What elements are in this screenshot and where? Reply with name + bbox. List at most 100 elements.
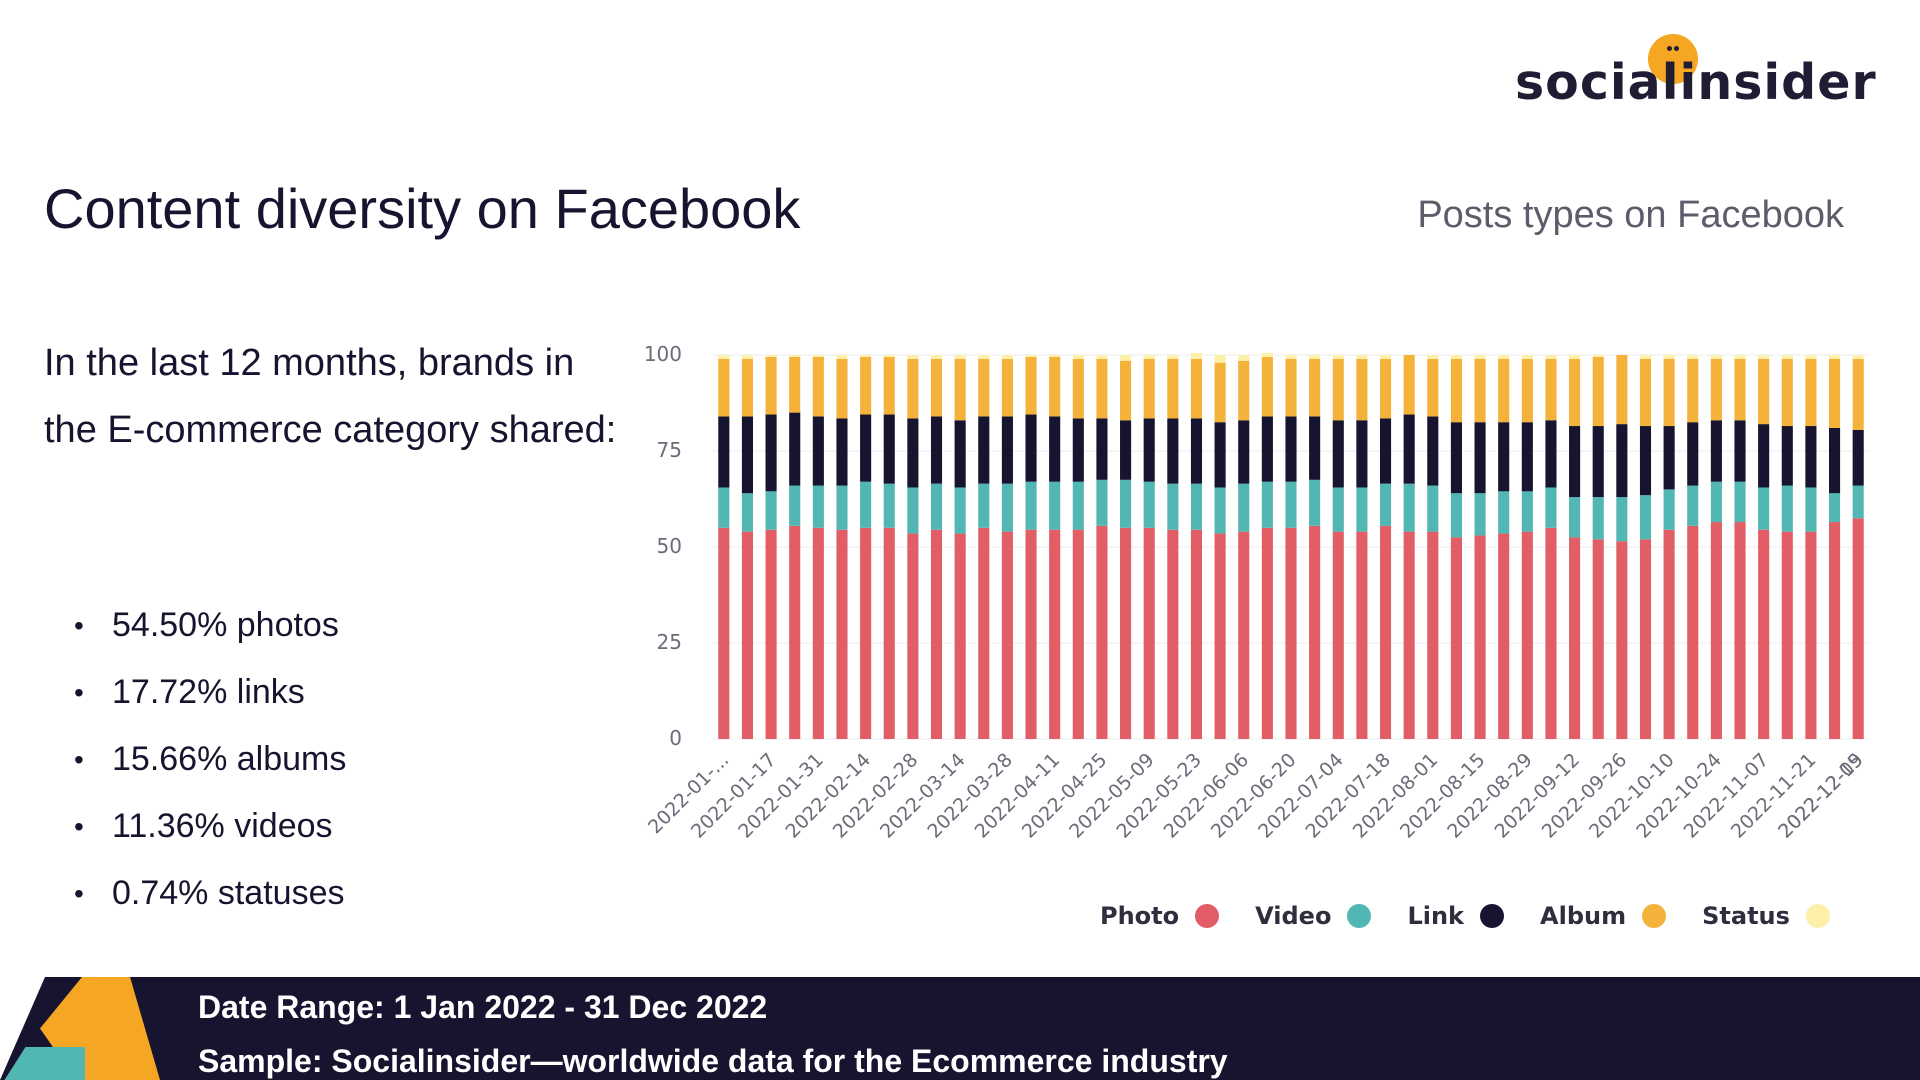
bar-photo — [1001, 531, 1013, 739]
bar-status — [1639, 355, 1652, 359]
bar-link — [1545, 420, 1557, 488]
bar-link — [1663, 426, 1675, 490]
bar-link — [1710, 420, 1722, 482]
bar-photo — [1143, 527, 1155, 739]
bar-status — [1379, 355, 1392, 359]
date-range-text: Date Range: 1 Jan 2022 - 31 Dec 2022 — [198, 989, 768, 1025]
bar-video — [789, 485, 801, 526]
bar-album — [1332, 358, 1344, 421]
socialinsider-logo: socialinsider — [1515, 34, 1876, 120]
bar-link — [930, 416, 943, 484]
bar-link — [1403, 414, 1415, 484]
bar-video — [1403, 483, 1415, 532]
legend-item-video: Video — [1255, 902, 1372, 930]
bar-album — [765, 356, 777, 415]
bar-status — [1710, 355, 1722, 359]
bar-photo — [1710, 522, 1722, 739]
bar-link — [1190, 418, 1203, 484]
bar-video — [1120, 479, 1132, 528]
bar-album — [741, 358, 754, 417]
bar-link — [836, 418, 848, 486]
bar-album — [836, 358, 848, 419]
bar-photo — [1072, 529, 1084, 739]
bar-link — [1639, 426, 1652, 496]
bar-link — [1379, 418, 1392, 484]
bar-status — [954, 355, 966, 359]
bar-link — [1214, 422, 1226, 488]
bar-photo — [1852, 518, 1864, 739]
bar-status — [860, 355, 872, 357]
chart-legend: Photo Video Link Album Status — [1100, 896, 1866, 936]
bar-album — [1474, 358, 1486, 423]
bar-video — [1096, 479, 1108, 526]
bar-link — [741, 416, 754, 494]
bar-album — [1096, 358, 1108, 419]
legend-dot-link-icon — [1480, 904, 1505, 928]
bar-video — [741, 493, 754, 532]
bar-link — [1356, 420, 1368, 488]
bar-video — [1309, 479, 1321, 526]
bar-album — [1025, 356, 1037, 415]
legend-item-status: Status — [1702, 902, 1830, 930]
footer-decoration-teal — [0, 1047, 85, 1080]
summary-list: 54.50% photos 17.72% links 15.66% albums… — [74, 592, 346, 927]
bar-video — [1852, 485, 1864, 519]
legend-label-video: Video — [1255, 902, 1332, 930]
legend-dot-video-icon — [1347, 904, 1372, 928]
bar-photo — [1781, 531, 1793, 739]
bar-album — [1427, 358, 1439, 417]
bar-album — [1663, 358, 1675, 427]
bar-video — [1805, 487, 1817, 532]
bar-video — [1569, 497, 1581, 538]
bar-status — [978, 355, 990, 359]
bar-photo — [1332, 531, 1344, 739]
legend-label-album: Album — [1540, 902, 1627, 930]
summary-intro: In the last 12 months, brands in the E-c… — [44, 342, 617, 451]
bar-album — [1167, 358, 1179, 419]
bar-link — [1261, 416, 1273, 482]
bar-photo — [1120, 527, 1132, 739]
bar-video — [1498, 491, 1510, 534]
bar-status — [1072, 355, 1084, 359]
bar-status — [1049, 355, 1061, 357]
bar-status — [836, 355, 848, 359]
legend-item-album: Album — [1540, 902, 1667, 930]
bar-link — [1049, 416, 1061, 482]
bar-status — [1734, 355, 1746, 359]
bar-status — [1828, 355, 1841, 359]
bar-status — [1521, 355, 1533, 359]
logo-text: socialinsider — [1515, 54, 1877, 111]
bar-video — [1332, 487, 1344, 532]
bar-status — [1143, 355, 1155, 359]
bar-link — [1828, 427, 1841, 494]
bar-album — [1592, 356, 1604, 427]
bar-photo — [789, 525, 801, 739]
bar-album — [1120, 360, 1132, 421]
bar-photo — [1521, 531, 1533, 739]
bar-photo — [1025, 529, 1037, 739]
bar-status — [1569, 355, 1581, 359]
bar-photo — [1356, 531, 1368, 739]
bar-video — [1521, 491, 1533, 532]
bar-photo — [1734, 522, 1746, 739]
bar-status — [1120, 355, 1132, 361]
bar-album — [1356, 358, 1368, 421]
bar-status — [765, 355, 777, 357]
bar-album — [1569, 358, 1581, 427]
bar-status — [1238, 355, 1250, 361]
bar-photo — [718, 527, 730, 739]
bar-video — [1238, 483, 1250, 532]
bar-photo — [1427, 531, 1439, 739]
bar-album — [1049, 356, 1061, 417]
footer-banner: Date Range: 1 Jan 2022 - 31 Dec 2022 Sam… — [0, 977, 1920, 1080]
bar-video — [1072, 481, 1084, 530]
bar-album — [1072, 358, 1084, 419]
bar-album — [812, 356, 824, 417]
bar-photo — [1687, 525, 1699, 739]
bar-link — [1025, 414, 1037, 482]
bar-album — [1616, 355, 1628, 425]
bar-video — [1356, 487, 1368, 532]
bar-video — [718, 487, 730, 528]
legend-item-link: Link — [1407, 902, 1505, 930]
bar-album — [1498, 358, 1510, 423]
